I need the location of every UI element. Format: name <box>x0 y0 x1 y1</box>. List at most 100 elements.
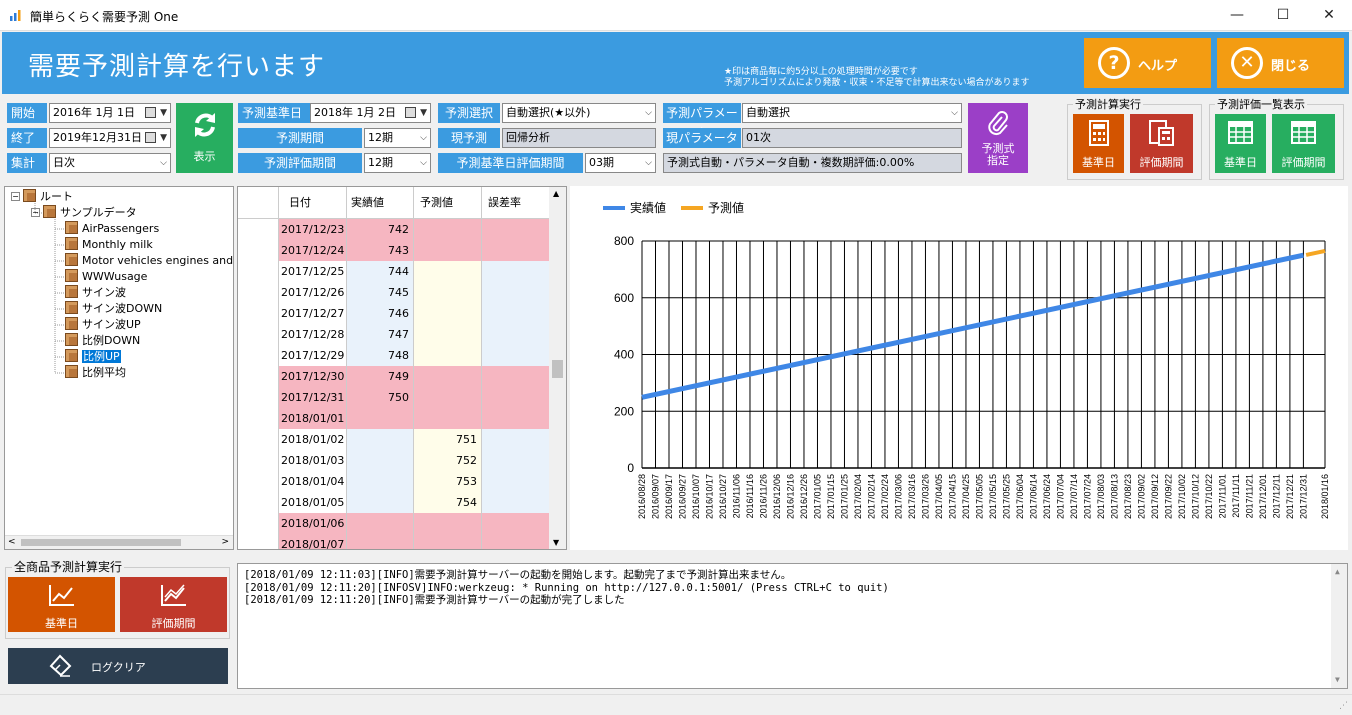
cell-date[interactable]: 2017/12/28 <box>279 324 347 345</box>
end-date-picker[interactable]: 2019年12月31日 ▼ <box>49 128 171 148</box>
log-clear-button[interactable]: ログクリア <box>8 648 228 684</box>
refresh-button[interactable]: 表示 <box>176 103 233 173</box>
table-row[interactable]: 2018/01/07 <box>238 534 550 549</box>
cell-actual[interactable]: 744 <box>347 261 414 282</box>
table-row[interactable]: 2017/12/26 745 <box>238 282 550 303</box>
eval-period-select[interactable]: 12期 ⌵ <box>364 153 431 173</box>
cell-actual[interactable] <box>347 408 414 429</box>
evallist-base-button[interactable]: 基準日 <box>1215 114 1266 173</box>
cell-err[interactable] <box>482 492 550 513</box>
scroll-up-icon[interactable]: ▲ <box>553 189 560 198</box>
collapse-icon[interactable]: − <box>11 192 20 201</box>
cell-actual[interactable]: 746 <box>347 303 414 324</box>
scroll-right-icon[interactable]: > <box>221 537 229 547</box>
calendar-icon[interactable] <box>145 107 156 118</box>
cell-date[interactable]: 2018/01/03 <box>279 450 347 471</box>
data-grid[interactable]: 日付 実績値 予測値 誤差率 2017/12/23 742 2017/12/24 74… <box>237 186 567 550</box>
table-row[interactable]: 2017/12/30 749 <box>238 366 550 387</box>
table-row[interactable]: 2017/12/29 748 <box>238 345 550 366</box>
cell-err[interactable] <box>482 219 550 240</box>
scroll-left-icon[interactable]: < <box>8 537 16 547</box>
tree-item[interactable]: サイン波DOWN <box>65 301 162 317</box>
cell-date[interactable]: 2018/01/02 <box>279 429 347 450</box>
tree-item[interactable]: Monthly milk <box>65 237 153 253</box>
log-vscrollbar[interactable]: ▲ ▼ <box>1331 564 1347 688</box>
row-header[interactable] <box>238 534 279 549</box>
row-header[interactable] <box>238 366 279 387</box>
cell-err[interactable] <box>482 303 550 324</box>
table-row[interactable]: 2018/01/03 752 <box>238 450 550 471</box>
row-header[interactable] <box>238 240 279 261</box>
cell-actual[interactable] <box>347 429 414 450</box>
period-select[interactable]: 12期 ⌵ <box>364 128 431 148</box>
product-tree[interactable]: − ルート − サンプルデータ AirPassengers Monthly milk… <box>4 186 234 550</box>
cell-actual[interactable]: 750 <box>347 387 414 408</box>
cell-pred[interactable] <box>414 513 482 534</box>
cell-pred[interactable] <box>414 219 482 240</box>
chevron-down-icon[interactable]: ▼ <box>160 108 167 118</box>
grid-vscrollbar[interactable]: ▲ ▼ <box>549 187 566 549</box>
allcalc-base-button[interactable]: 基準日 <box>8 577 115 632</box>
log-panel[interactable]: [2018/01/09 12:11:03][INFO]需要予測計算サーバーの起動… <box>237 563 1348 689</box>
cell-actual[interactable]: 745 <box>347 282 414 303</box>
row-header[interactable] <box>238 324 279 345</box>
cell-err[interactable] <box>482 450 550 471</box>
cell-err[interactable] <box>482 387 550 408</box>
collapse-icon[interactable]: − <box>31 208 40 217</box>
tree-folder[interactable]: − サンプルデータ <box>31 205 137 221</box>
minimize-button[interactable]: — <box>1230 7 1244 23</box>
cell-date[interactable]: 2017/12/29 <box>279 345 347 366</box>
cell-actual[interactable]: 748 <box>347 345 414 366</box>
cell-pred[interactable] <box>414 366 482 387</box>
cell-pred[interactable] <box>414 240 482 261</box>
table-row[interactable]: 2017/12/23 742 <box>238 219 550 240</box>
cell-err[interactable] <box>482 429 550 450</box>
cell-err[interactable] <box>482 513 550 534</box>
cell-date[interactable]: 2017/12/31 <box>279 387 347 408</box>
help-button[interactable]: ? ヘルプ <box>1084 38 1211 88</box>
scroll-thumb[interactable] <box>552 360 563 378</box>
cell-date[interactable]: 2017/12/26 <box>279 282 347 303</box>
cell-pred[interactable] <box>414 303 482 324</box>
evallist-eval-button[interactable]: 評価期間 <box>1272 114 1335 173</box>
row-header[interactable] <box>238 513 279 534</box>
table-row[interactable]: 2018/01/02 751 <box>238 429 550 450</box>
close-window-button[interactable]: ✕ <box>1323 7 1335 23</box>
cell-pred[interactable] <box>414 408 482 429</box>
row-header[interactable] <box>238 492 279 513</box>
tree-item-selected[interactable]: 比例UP <box>65 349 121 365</box>
scroll-down-icon[interactable]: ▼ <box>1335 674 1340 684</box>
cell-pred[interactable]: 753 <box>414 471 482 492</box>
table-row[interactable]: 2018/01/05 754 <box>238 492 550 513</box>
cell-pred[interactable] <box>414 282 482 303</box>
cell-err[interactable] <box>482 534 550 549</box>
table-row[interactable]: 2017/12/27 746 <box>238 303 550 324</box>
scroll-thumb[interactable] <box>21 539 181 546</box>
cell-actual[interactable]: 749 <box>347 366 414 387</box>
scroll-down-icon[interactable]: ▼ <box>553 538 560 547</box>
cell-pred[interactable] <box>414 534 482 549</box>
row-header[interactable] <box>238 408 279 429</box>
cell-date[interactable]: 2017/12/25 <box>279 261 347 282</box>
cell-err[interactable] <box>482 261 550 282</box>
cell-date[interactable]: 2017/12/24 <box>279 240 347 261</box>
tree-item[interactable]: サイン波UP <box>65 317 141 333</box>
maximize-button[interactable]: ☐ <box>1276 7 1290 23</box>
row-header[interactable] <box>238 303 279 324</box>
tree-hscrollbar[interactable]: < > <box>5 535 233 549</box>
cell-err[interactable] <box>482 366 550 387</box>
cell-err[interactable] <box>482 324 550 345</box>
table-row[interactable]: 2017/12/31 750 <box>238 387 550 408</box>
method-select[interactable]: 自動選択(★以外) ⌵ <box>502 103 656 123</box>
row-header[interactable] <box>238 219 279 240</box>
cell-actual[interactable] <box>347 534 414 549</box>
cell-actual[interactable]: 747 <box>347 324 414 345</box>
cell-date[interactable]: 2018/01/04 <box>279 471 347 492</box>
calendar-icon[interactable] <box>145 132 156 143</box>
cell-date[interactable]: 2018/01/01 <box>279 408 347 429</box>
cell-actual[interactable] <box>347 492 414 513</box>
cell-date[interactable]: 2017/12/23 <box>279 219 347 240</box>
cell-date[interactable]: 2017/12/30 <box>279 366 347 387</box>
table-row[interactable]: 2017/12/28 747 <box>238 324 550 345</box>
base-eval-select[interactable]: 03期 ⌵ <box>585 153 656 173</box>
